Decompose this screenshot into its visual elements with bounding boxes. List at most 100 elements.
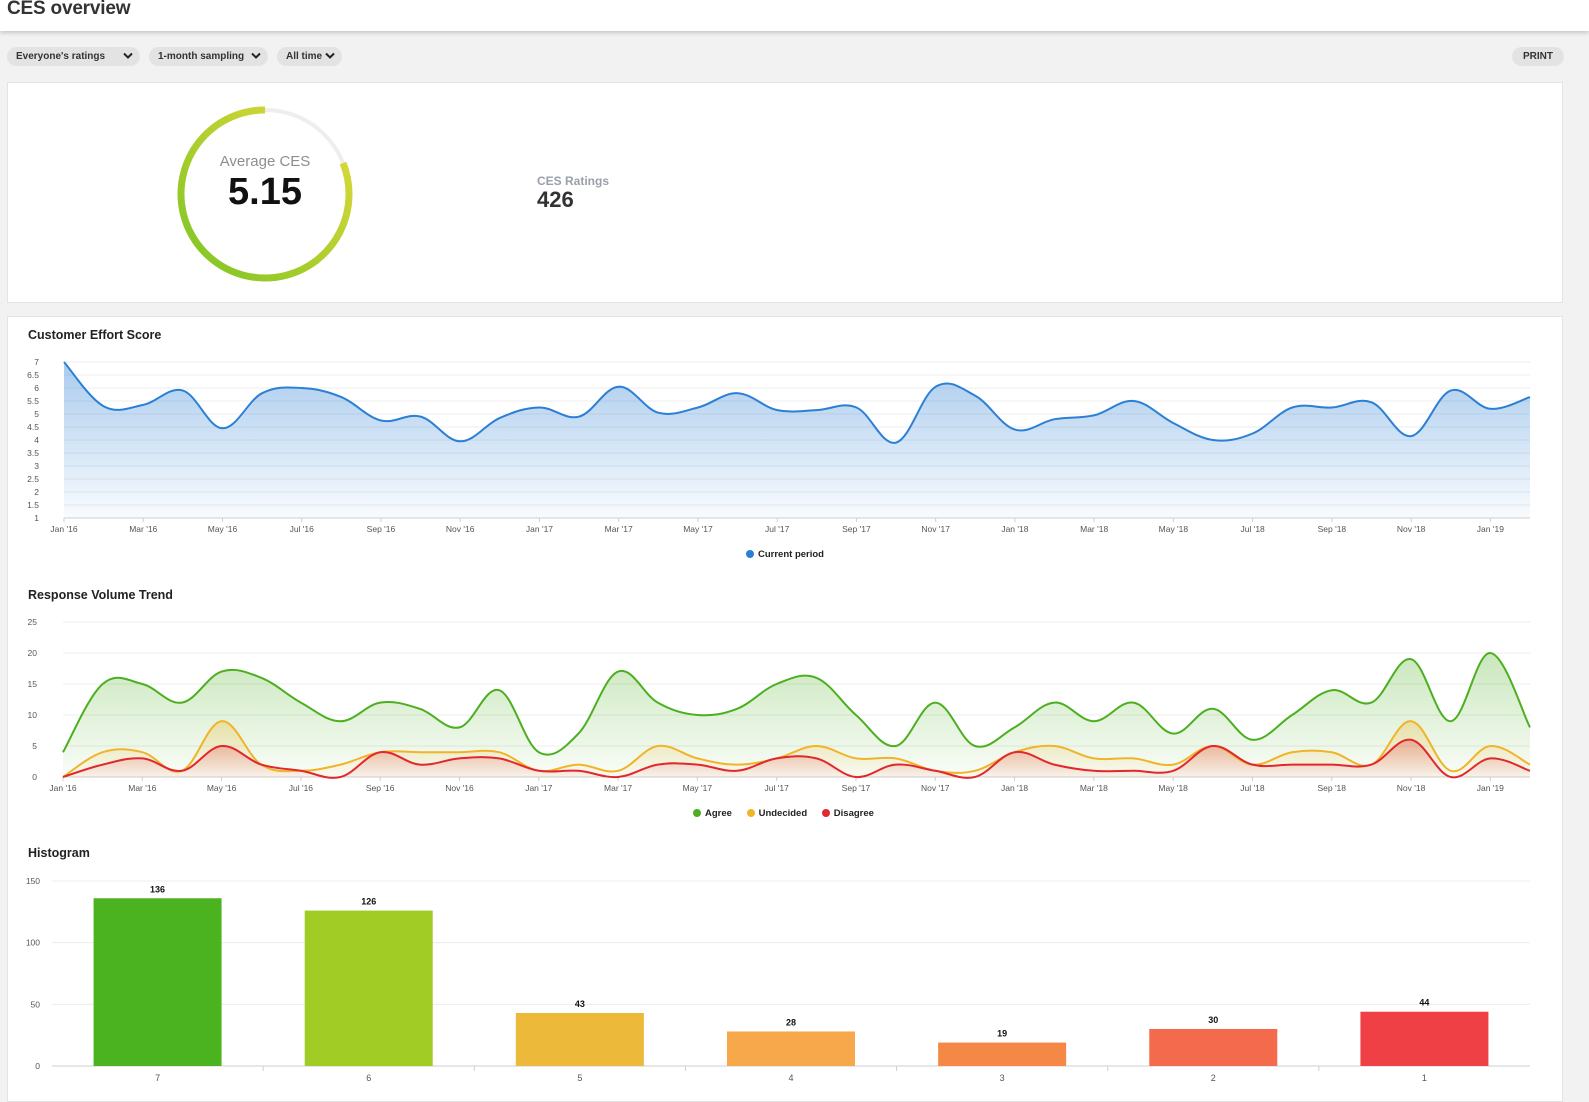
- histogram-bar: [93, 898, 222, 1066]
- x-tick-label: May '16: [208, 524, 238, 534]
- bar-value-label: 30: [1208, 1015, 1218, 1025]
- x-tick-label: 7: [155, 1073, 160, 1083]
- x-tick-label: May '18: [1158, 783, 1188, 793]
- x-tick-label: Nov '16: [446, 524, 475, 534]
- legend-dot-undecided: [746, 809, 755, 817]
- x-tick-label: Jan '16: [49, 783, 76, 793]
- y-tick-label: 0: [32, 772, 37, 782]
- ratings-filter-label: Everyone's ratings: [16, 51, 106, 62]
- y-tick-label: 1: [34, 513, 39, 523]
- y-tick-label: 3: [34, 461, 39, 471]
- x-tick-label: 3: [1000, 1073, 1005, 1083]
- x-tick-label: Nov '18: [1397, 524, 1426, 534]
- histogram-title: Histogram: [28, 846, 90, 860]
- average-ces-value: 5.15: [228, 171, 302, 213]
- y-tick-label: 4: [34, 435, 39, 445]
- legend-undecided-label: Undecided: [758, 808, 808, 819]
- x-tick-label: Sep '17: [842, 524, 871, 534]
- y-tick-label: 5: [34, 409, 39, 419]
- legend-dot-disagree: [821, 809, 830, 817]
- ratings-filter-dropdown[interactable]: Everyone's ratings: [7, 47, 140, 66]
- x-tick-label: Sep '17: [842, 783, 871, 793]
- x-tick-label: Sep '18: [1317, 783, 1346, 793]
- time-filter-dropdown[interactable]: All time: [277, 47, 342, 66]
- x-tick-label: Mar '16: [129, 524, 157, 534]
- histogram-bar: [1360, 1011, 1489, 1066]
- sampling-filter-dropdown[interactable]: 1-month sampling: [149, 47, 268, 66]
- volume-legend: Agree Undecided Disagree: [693, 808, 886, 819]
- histogram-bar: [938, 1042, 1067, 1066]
- ces-chart: 1 1.5 2 2.5 3 3.5 4 4.5 5 5.5 6 6.5 7 Jan '16 Mar '16 M…: [27, 357, 1531, 534]
- x-tick-label: Mar '18: [1080, 783, 1108, 793]
- y-tick-label: 7: [34, 357, 39, 367]
- x-tick-label: 2: [1211, 1073, 1216, 1083]
- bar-value-label: 136: [150, 884, 165, 894]
- average-ces-label: Average CES: [219, 153, 311, 170]
- x-tick-label: Nov '17: [921, 524, 950, 534]
- series-area-disagree: [63, 739, 1530, 778]
- gauge-arc: [177, 106, 353, 282]
- series-line-current-period: [63, 361, 1531, 444]
- series-line-agree: [62, 651, 1531, 756]
- y-tick-label: 1.5: [27, 500, 39, 510]
- volume-chart: 0 5 10 15 20 25 Jan '16 Mar '16 May '16 Jul '16 Se…: [28, 617, 1531, 793]
- x-tick-label: Jan '18: [1001, 783, 1028, 793]
- x-tick-label: Sep '18: [1318, 524, 1347, 534]
- y-tick-label: 15: [28, 679, 38, 689]
- legend-disagree-label: Disagree: [833, 808, 874, 819]
- average-ces-gauge: [177, 106, 353, 282]
- x-tick-label: Jan '18: [1001, 524, 1028, 534]
- time-filter-label: All time: [286, 51, 323, 62]
- x-tick-label: May '18: [1159, 524, 1189, 534]
- y-tick-label: 3.5: [27, 448, 39, 458]
- histogram-chart: 0 50 100 150 136 7 126 6 43 5 28 4 19 3 30 2 44 1: [26, 876, 1530, 1083]
- ces-ratings-label: CES Ratings: [537, 174, 610, 188]
- x-tick-label: Jan '16: [50, 524, 77, 534]
- y-tick-label: 20: [28, 648, 38, 658]
- y-tick-label: 5.5: [27, 396, 39, 406]
- histogram-bar: [515, 1012, 644, 1066]
- x-tick-label: Sep '16: [367, 524, 396, 534]
- x-tick-label: Jul '18: [1240, 783, 1265, 793]
- x-tick-label: 4: [788, 1073, 793, 1083]
- x-tick-label: Jan '19: [1477, 783, 1504, 793]
- x-tick-label: Jan '17: [525, 783, 552, 793]
- histogram-bar: [304, 910, 433, 1066]
- volume-chart-title: Response Volume Trend: [28, 588, 173, 602]
- ces-chart-title: Customer Effort Score: [28, 328, 162, 342]
- bar-value-label: 28: [786, 1017, 796, 1027]
- legend-dot-current: [746, 550, 754, 558]
- x-tick-label: Jul '16: [289, 783, 314, 793]
- x-tick-label: 1: [1422, 1073, 1427, 1083]
- x-tick-label: Nov '16: [445, 783, 474, 793]
- chevron-down-icon: [325, 52, 335, 59]
- histogram-bar: [1149, 1029, 1278, 1066]
- y-tick-label: 2.5: [27, 474, 39, 484]
- legend-current-period[interactable]: Current period: [746, 549, 824, 560]
- legend-current-label: Current period: [758, 549, 824, 560]
- x-tick-label: Jul '17: [765, 524, 790, 534]
- x-tick-label: Mar '16: [128, 783, 156, 793]
- x-tick-label: May '17: [683, 783, 713, 793]
- page-title: CES overview: [7, 0, 131, 19]
- print-button[interactable]: PRINT: [1512, 47, 1564, 66]
- y-tick-label: 10: [28, 710, 38, 720]
- legend-undecided[interactable]: Undecided: [746, 808, 808, 819]
- y-tick-label: 150: [26, 876, 40, 886]
- ces-legend: Current period: [746, 549, 836, 560]
- x-tick-label: May '17: [683, 524, 713, 534]
- y-tick-label: 4.5: [27, 422, 39, 432]
- legend-disagree[interactable]: Disagree: [821, 808, 874, 819]
- series-area-undecided: [63, 721, 1530, 777]
- x-tick-label: Mar '17: [604, 783, 632, 793]
- ces-ratings-value: 426: [537, 187, 574, 212]
- legend-agree[interactable]: Agree: [693, 808, 732, 819]
- series-line-disagree: [62, 738, 1531, 779]
- y-tick-label: 0: [35, 1061, 40, 1071]
- charts-card: Customer Effort Score 1 1.5 2 2.5 3 3.5 4 4.5 5 5…: [7, 316, 1563, 1102]
- x-tick-label: Jul '18: [1240, 524, 1265, 534]
- legend-dot-agree: [693, 809, 701, 817]
- chevron-down-icon: [251, 52, 261, 59]
- x-tick-label: Jul '17: [765, 783, 790, 793]
- y-tick-label: 100: [26, 938, 40, 948]
